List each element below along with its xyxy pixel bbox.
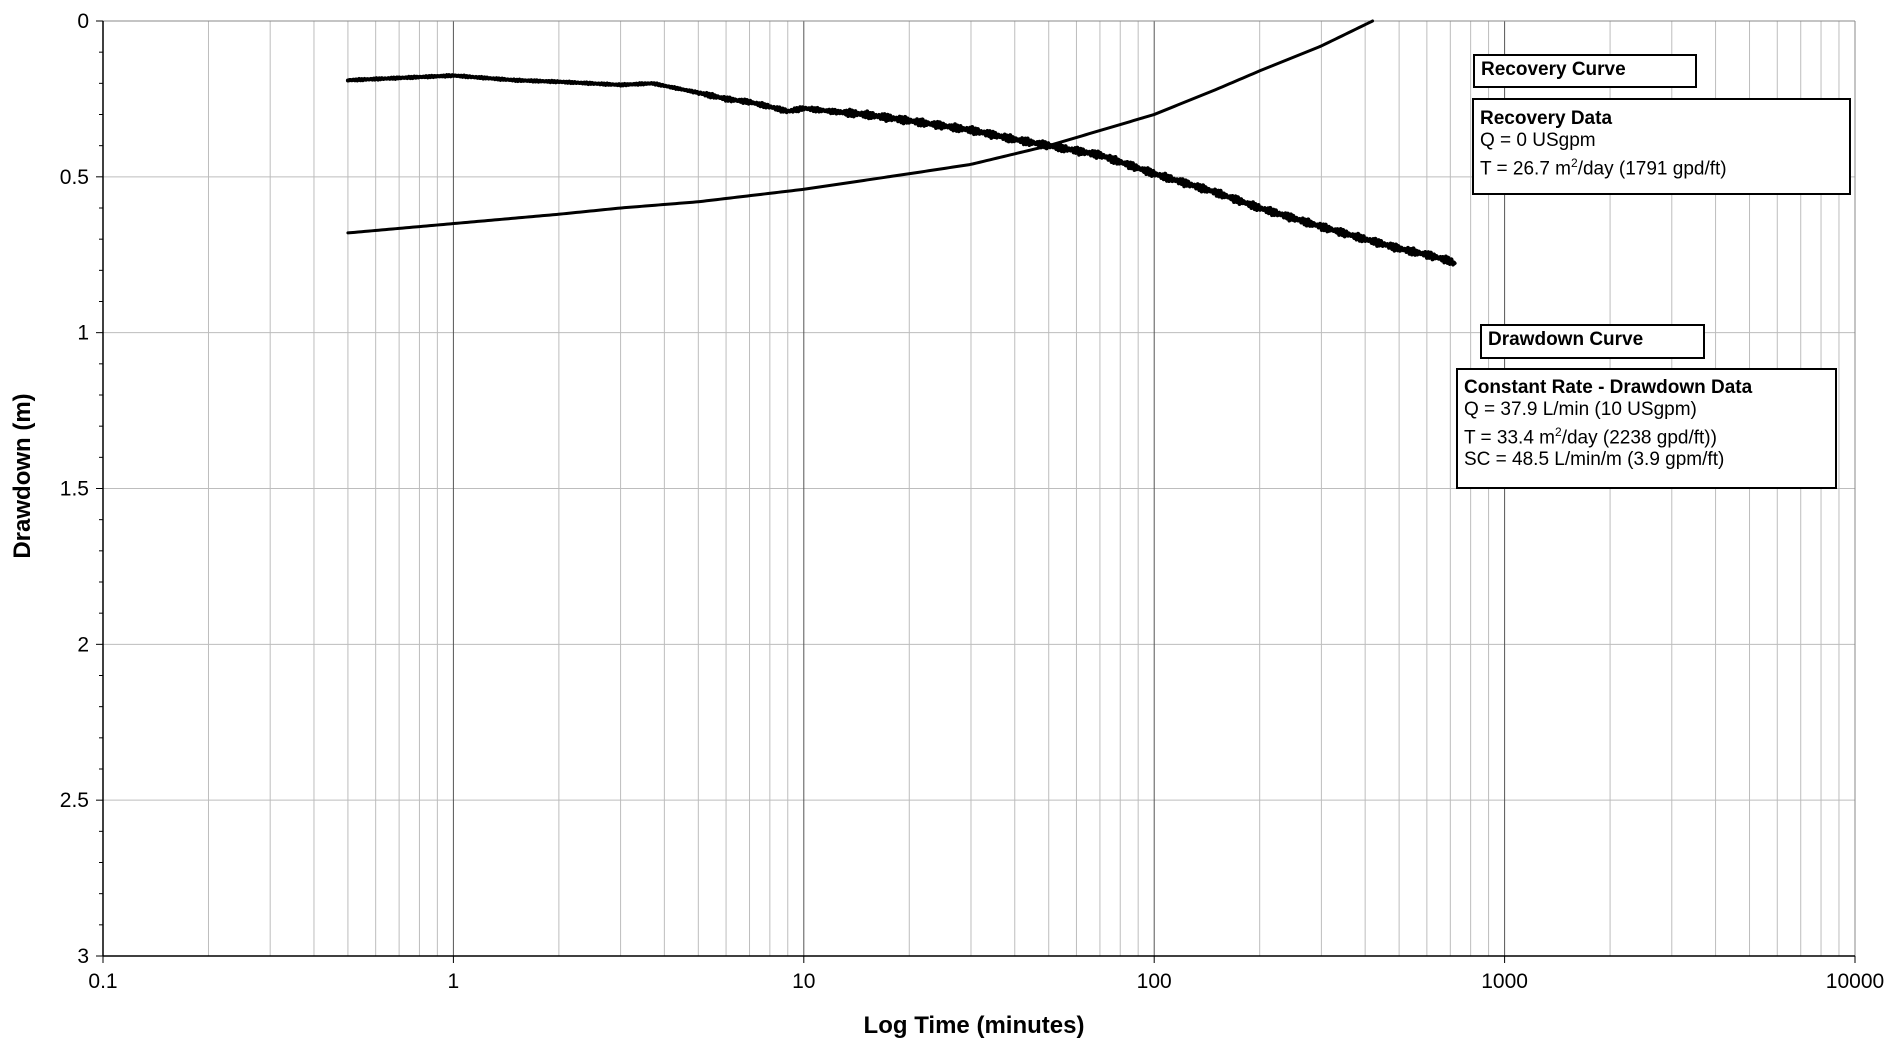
series-layer xyxy=(345,19,1457,267)
x-tick-label: 100 xyxy=(1137,970,1172,993)
recovery-data-box: Recovery Data Q = 0 USgpm T = 26.7 m2/da… xyxy=(1472,98,1851,195)
drawdown-t-prefix: T = 33.4 m xyxy=(1464,427,1556,449)
recovery-t-suffix: /day (1791 gpd/ft) xyxy=(1577,158,1727,180)
x-tick-label: 1 xyxy=(448,970,460,993)
drawdown-t-sup: 2 xyxy=(1555,425,1562,439)
recovery-data-header: Recovery Data xyxy=(1480,108,1613,129)
series-line-recovery xyxy=(346,19,1375,235)
x-tick-label: 1000 xyxy=(1481,970,1528,993)
x-tick-label: 0.1 xyxy=(88,970,117,993)
y-tick-label: 0.5 xyxy=(60,166,89,189)
y-tick-label: 0 xyxy=(77,10,89,33)
drawdown-curve-label-text: Drawdown Curve xyxy=(1488,329,1644,350)
y-tick-label: 2 xyxy=(77,633,89,656)
series-line-drawdown xyxy=(345,73,1457,267)
drawdown-q: Q = 37.9 L/min (10 USgpm) xyxy=(1464,399,1697,420)
y-tick-label: 3 xyxy=(77,945,89,968)
ticks: 0 0.5 1 1.5 2 2.5 30.1 1 10 100 1000 10000 xyxy=(60,10,1884,993)
drawdown-sc: SC = 48.5 L/min/m (3.9 gpm/ft) xyxy=(1464,449,1725,471)
y-tick-label: 1 xyxy=(77,322,89,345)
drawdown-t: T = 33.4 m2/day (2238 gpd/ft)) xyxy=(1464,421,1829,449)
x-axis-title: Log Time (minutes) xyxy=(864,1012,1085,1039)
y-axis-title: Drawdown (m) xyxy=(9,393,36,558)
recovery-t-sup: 2 xyxy=(1571,156,1578,170)
recovery-curve-label: Recovery Curve xyxy=(1473,54,1697,88)
drawdown-t-suffix: /day (2238 gpd/ft)) xyxy=(1561,427,1717,449)
recovery-curve-label-text: Recovery Curve xyxy=(1481,59,1626,80)
recovery-t: T = 26.7 m2/day (1791 gpd/ft) xyxy=(1480,152,1843,180)
y-tick-label: 2.5 xyxy=(60,789,89,812)
recovery-q: Q = 0 USgpm xyxy=(1480,130,1596,151)
x-tick-label: 10 xyxy=(792,970,815,993)
drawdown-data-box: Constant Rate - Drawdown Data Q = 37.9 L… xyxy=(1456,368,1837,489)
x-tick-label: 10000 xyxy=(1826,970,1884,993)
drawdown-data-header: Constant Rate - Drawdown Data xyxy=(1464,377,1753,398)
recovery-t-prefix: T = 26.7 m xyxy=(1480,158,1572,180)
drawdown-curve-label: Drawdown Curve xyxy=(1480,324,1705,359)
y-tick-label: 1.5 xyxy=(60,478,89,501)
